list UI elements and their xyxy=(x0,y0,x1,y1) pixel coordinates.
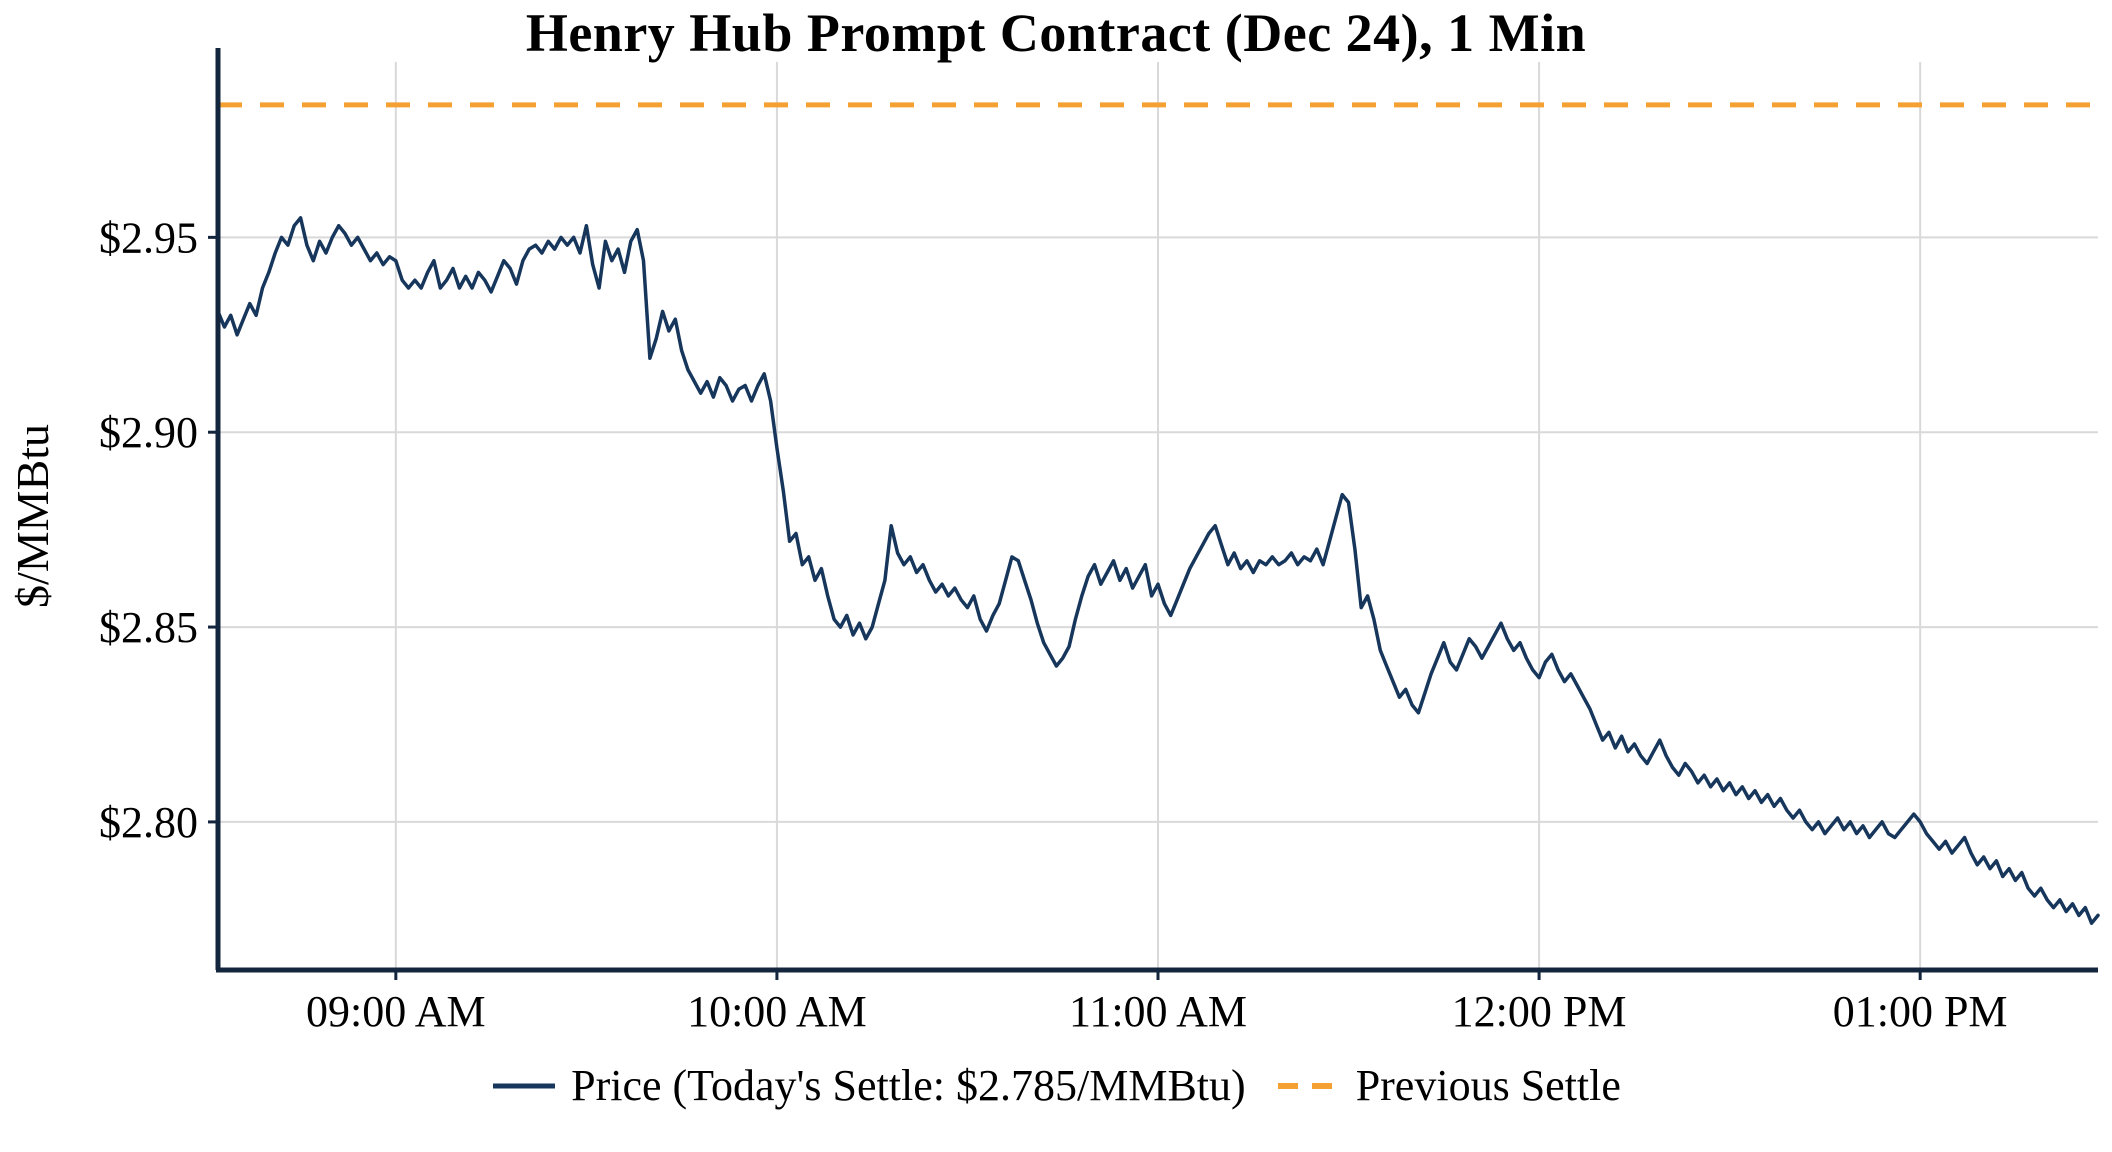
y-tick-label: $2.95 xyxy=(99,213,198,262)
y-tick-label: $2.80 xyxy=(99,798,198,847)
legend-label-previous-settle: Previous Settle xyxy=(1355,1061,1621,1110)
price-line xyxy=(216,216,2100,925)
x-tick-label: 11:00 AM xyxy=(1069,987,1247,1036)
chart-legend: Price (Today's Settle: $2.785/MMBtu) Pre… xyxy=(0,1060,2112,1111)
y-axis-title: $/MMBtu xyxy=(7,424,58,608)
x-tick-label: 10:00 AM xyxy=(687,987,867,1036)
legend-item-previous-settle: Previous Settle xyxy=(1276,1060,1621,1111)
legend-label-price: Price (Today's Settle: $2.785/MMBtu) xyxy=(571,1061,1246,1110)
x-tick-label: 12:00 PM xyxy=(1452,987,1627,1036)
legend-item-price: Price (Today's Settle: $2.785/MMBtu) xyxy=(491,1060,1246,1111)
chart-title: Henry Hub Prompt Contract (Dec 24), 1 Mi… xyxy=(525,3,1587,63)
x-tick-label: 09:00 AM xyxy=(306,987,486,1036)
previous-settle-swatch xyxy=(1277,1082,1340,1089)
x-tick-label: 01:00 PM xyxy=(1833,987,2008,1036)
y-tick-label: $2.85 xyxy=(99,603,198,652)
price-line-swatch xyxy=(493,1083,556,1088)
y-tick-label: $2.90 xyxy=(99,408,198,457)
